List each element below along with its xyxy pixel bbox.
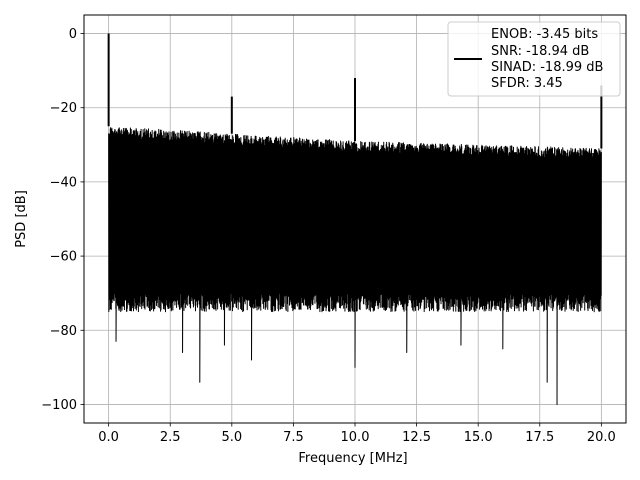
- psd-trace-group: [107, 33, 603, 405]
- y-tick-label: −20: [50, 101, 77, 116]
- y-axis-ticks: 0 −20 −40 −60 −80 −100: [41, 27, 84, 413]
- x-tick-label: 15.0: [464, 430, 493, 445]
- legend-entry-snr: SNR: -18.94 dB: [491, 44, 589, 59]
- x-tick-label: 12.5: [402, 430, 431, 445]
- y-tick-label: −100: [41, 398, 77, 413]
- x-tick-label: 10.0: [341, 430, 370, 445]
- legend-entry-sfdr: SFDR: 3.45: [491, 76, 563, 91]
- y-tick-label: −40: [50, 175, 77, 190]
- x-axis-ticks: 0.0 2.5 5.0 7.5 10.0 12.5 15.0 17.5 20.0: [98, 423, 616, 445]
- x-tick-label: 7.5: [283, 430, 304, 445]
- legend-entry-sinad: SINAD: -18.99 dB: [491, 60, 603, 75]
- psd-noise-trace: [108, 127, 602, 405]
- x-tick-label: 5.0: [221, 430, 242, 445]
- x-tick-label: 2.5: [160, 430, 181, 445]
- x-tick-label: 17.5: [525, 430, 554, 445]
- x-axis-label: Frequency [MHz]: [298, 451, 407, 466]
- x-tick-label: 0.0: [98, 430, 119, 445]
- y-tick-label: −80: [50, 324, 77, 339]
- legend: ENOB: -3.45 bits SNR: -18.94 dB SINAD: -…: [447, 21, 621, 97]
- legend-entry-enob: ENOB: -3.45 bits: [491, 27, 598, 42]
- y-tick-label: 0: [69, 27, 77, 42]
- y-axis-label: PSD [dB]: [14, 190, 29, 248]
- y-tick-label: −60: [50, 250, 77, 265]
- x-tick-label: 20.0: [587, 430, 616, 445]
- legend-box: [447, 21, 621, 97]
